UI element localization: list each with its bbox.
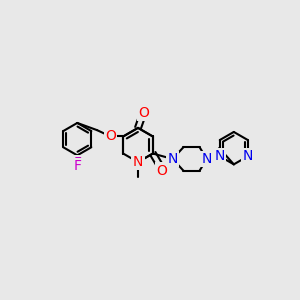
Text: F: F bbox=[73, 159, 81, 173]
Text: O: O bbox=[156, 164, 167, 178]
Text: N: N bbox=[167, 152, 178, 166]
Text: N: N bbox=[243, 149, 253, 163]
Text: N: N bbox=[214, 149, 225, 163]
Text: N: N bbox=[167, 152, 178, 166]
Text: F: F bbox=[73, 156, 81, 170]
Text: N: N bbox=[133, 155, 143, 169]
Text: N: N bbox=[202, 152, 212, 166]
Text: O: O bbox=[138, 106, 149, 120]
Text: O: O bbox=[105, 129, 116, 143]
